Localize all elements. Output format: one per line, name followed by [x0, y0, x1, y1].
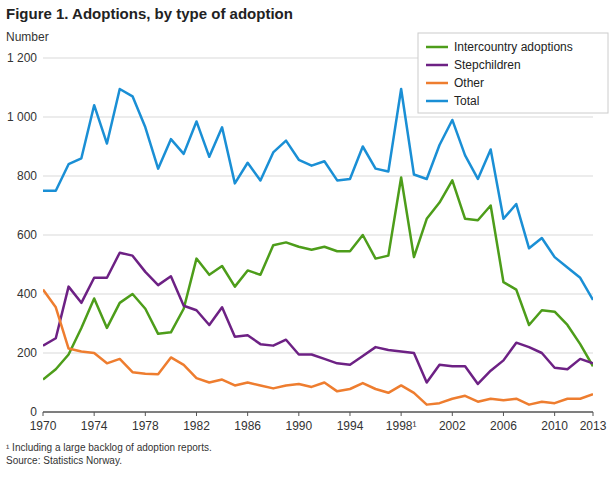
x-tick: [43, 412, 44, 416]
grid-line: [43, 235, 593, 236]
x-tick: [452, 412, 453, 416]
note: Source: Statistics Norway.: [6, 455, 122, 466]
x-tick-label: 1994: [337, 419, 364, 433]
x-tick-label: 1998¹: [386, 419, 417, 433]
legend-label: Stepchildren: [454, 58, 521, 72]
chart: Figure 1. Adoptions, by type of adoption…: [0, 0, 610, 488]
x-tick-label: 2006: [490, 419, 517, 433]
x-tick-label: 1982: [183, 419, 210, 433]
x-tick-label: 1970: [30, 419, 57, 433]
x-tick: [401, 412, 402, 416]
legend-swatch: [426, 46, 448, 49]
legend-label: Intercountry adoptions: [454, 40, 573, 54]
y-tick-label: 1 000: [7, 110, 37, 124]
x-tick-label: 2002: [439, 419, 466, 433]
x-tick: [593, 412, 594, 416]
y-tick-label: 800: [17, 169, 37, 183]
legend-label: Other: [454, 76, 484, 90]
grid-line: [43, 117, 593, 118]
x-tick-label: 1986: [234, 419, 261, 433]
series-line: [43, 290, 593, 405]
x-axis: [43, 412, 593, 413]
x-tick-label: 2010: [541, 419, 568, 433]
x-tick: [554, 412, 555, 416]
note: ¹ Including a large backlog of adoption …: [6, 442, 212, 453]
legend: Intercountry adoptions Stepchildren Other T…: [418, 33, 608, 113]
x-tick: [247, 412, 248, 416]
y-tick-label: 400: [17, 287, 37, 301]
y-tick-label: 200: [17, 346, 37, 360]
grid-line: [43, 412, 593, 413]
grid-line: [43, 294, 593, 295]
x-tick: [298, 412, 299, 416]
y-label: Number: [6, 30, 49, 44]
legend-swatch: [426, 100, 448, 103]
legend-box: [418, 33, 608, 113]
x-tick-label: 2013: [580, 419, 607, 433]
y-tick-label: 1 200: [7, 51, 37, 65]
legend-swatch: [426, 82, 448, 85]
series-line: [43, 89, 593, 300]
y-tick-label: 600: [17, 228, 37, 242]
x-tick: [349, 412, 350, 416]
legend-swatch: [426, 64, 448, 67]
x-tick-label: 1990: [285, 419, 312, 433]
title: Figure 1. Adoptions, by type of adoption: [6, 5, 293, 22]
plot-area: [43, 89, 593, 405]
y-tick-label: 0: [30, 405, 37, 419]
x-tick: [145, 412, 146, 416]
grid-line: [43, 176, 593, 177]
x-tick-label: 1974: [81, 419, 108, 433]
x-tick: [94, 412, 95, 416]
x-tick: [503, 412, 504, 416]
x-tick-label: 1978: [132, 419, 159, 433]
legend-label: Total: [454, 94, 479, 108]
x-tick: [196, 412, 197, 416]
